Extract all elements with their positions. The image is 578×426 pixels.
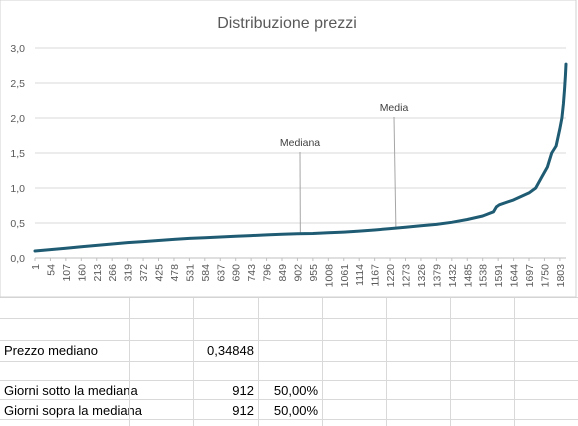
spreadsheet-gridlines <box>0 297 578 426</box>
x-tick-label: 1538 <box>478 264 490 288</box>
x-tick-label: 1485 <box>462 264 474 288</box>
annotations: Mediana Media <box>280 102 409 234</box>
x-tick-label: 690 <box>231 264 243 282</box>
x-axis: 1 54 107 160 213 266 319 372 425 478 531 584 637 690 7… <box>30 258 567 287</box>
chart-title: Distribuzione prezzi <box>217 15 357 32</box>
x-tick-label: 1379 <box>431 264 443 288</box>
x-tick-label: 1 <box>30 264 42 270</box>
x-tick-label: 531 <box>184 264 196 282</box>
x-tick-label: 107 <box>61 264 73 282</box>
x-tick-label: 1326 <box>416 264 428 288</box>
y-tick-label: 1,5 <box>10 148 25 160</box>
x-tick-label: 1008 <box>323 264 335 288</box>
annotation-label: Media <box>380 102 409 114</box>
y-tick-label: 1,0 <box>10 183 25 195</box>
series-layer <box>33 62 568 253</box>
y-tick-label: 2,0 <box>10 113 25 125</box>
x-tick-label: 584 <box>200 264 212 282</box>
x-tick-label: 955 <box>308 264 320 282</box>
x-tick-label: 213 <box>92 264 104 282</box>
x-tick-label: 1114 <box>354 264 366 286</box>
x-tick-label: 1220 <box>385 264 397 288</box>
x-tick-label: 1273 <box>401 264 413 288</box>
y-tick-label: 0,0 <box>10 253 25 265</box>
x-tick-label: 1167 <box>370 264 382 287</box>
x-tick-label: 372 <box>138 264 150 282</box>
x-tick-label: 743 <box>246 264 258 282</box>
y-axis: 0,0 0,5 1,0 1,5 2,0 2,5 3,0 <box>10 43 25 265</box>
chart-area[interactable] <box>0 0 577 298</box>
x-tick-label: 1697 <box>524 264 536 288</box>
x-tick-label: 319 <box>123 264 135 282</box>
x-tick-label: 1432 <box>447 264 459 288</box>
x-tick-label: 849 <box>277 264 289 282</box>
x-tick-label: 796 <box>262 264 274 282</box>
series-line-0 <box>33 62 568 253</box>
y-tick-label: 0,5 <box>10 218 25 230</box>
y-tick-label: 2,5 <box>10 78 25 90</box>
x-tick-label: 266 <box>107 264 119 282</box>
x-tick-label: 637 <box>215 264 227 282</box>
x-tick-label: 54 <box>45 264 57 276</box>
annotation-leader <box>393 116 397 228</box>
x-tick-label: 160 <box>76 264 88 282</box>
y-tick-label: 3,0 <box>10 43 25 55</box>
x-tick-label: 1061 <box>339 264 351 288</box>
x-tick-label: 478 <box>169 264 181 282</box>
x-tick-label: 425 <box>154 264 166 282</box>
x-tick-label: 1591 <box>493 264 505 288</box>
annotation-label: Mediana <box>280 137 320 149</box>
x-tick-label: 1803 <box>555 264 567 288</box>
x-tick-label: 1750 <box>539 264 551 288</box>
x-tick-label: 902 <box>292 264 304 282</box>
x-tick-label: 1644 <box>509 264 521 288</box>
